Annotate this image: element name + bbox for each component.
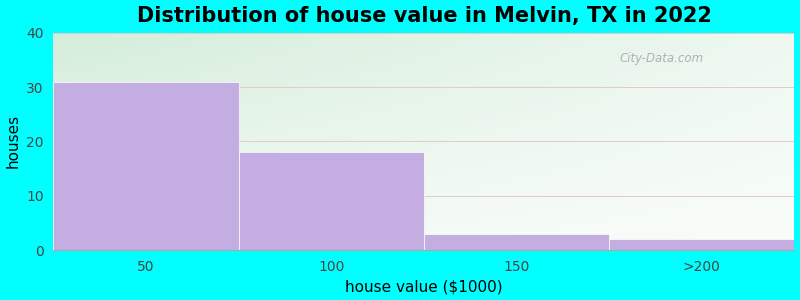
Bar <box>609 239 794 250</box>
Bar <box>424 234 609 250</box>
Bar <box>54 82 238 250</box>
Text: City-Data.com: City-Data.com <box>619 52 703 65</box>
Title: Distribution of house value in Melvin, TX in 2022: Distribution of house value in Melvin, T… <box>137 6 711 26</box>
Bar <box>238 152 424 250</box>
X-axis label: house value ($1000): house value ($1000) <box>345 279 502 294</box>
Y-axis label: houses: houses <box>6 114 21 169</box>
